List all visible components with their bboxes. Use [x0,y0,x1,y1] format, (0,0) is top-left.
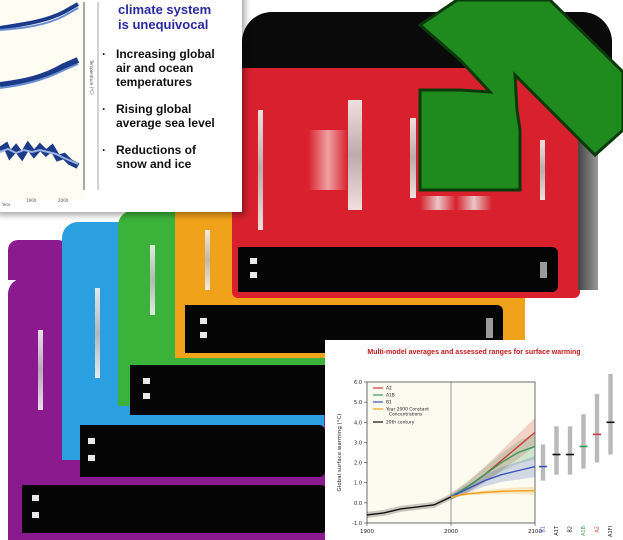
bullet-mark: · [102,47,106,61]
svg-text:Temperature (°C): Temperature (°C) [89,59,94,95]
range-bar [554,426,559,475]
green-arrow-icon [417,0,623,192]
range-bar [581,414,586,469]
bullet-mark: · [102,143,106,157]
blue-card-blur-strip [95,288,100,378]
legend-label: A2 [386,386,392,392]
y-axis-label: Global surface warming (°C) [337,414,343,492]
range-label: B1 [541,526,547,533]
tab-bar-blue-marker-1 [88,438,95,444]
range-bar [594,394,600,463]
tab-bar-red-marker-1 [250,258,257,264]
bullet-2-line-1: Rising global [116,102,192,116]
y-tick-label: 6.0 [354,380,362,386]
tab-bar-blue-marker-2 [88,455,95,461]
red-card-blur-strip-2 [348,100,362,210]
tab-bar-red [238,247,558,292]
series-line [366,496,452,516]
legend-label: 20th century [386,420,415,426]
bullet-3-line-2: snow and ice [116,157,192,171]
tab-bar-red-marker-2 [250,272,257,278]
bullet-3-line-1: Reductions of [116,143,196,157]
purple-card-blur-strip [38,330,43,410]
bullet-1-line-1: Increasing global [116,47,215,61]
x-tick-label: 2000 [444,529,458,535]
legend-label: A1B [386,393,395,399]
red-card-blur-block [308,130,348,190]
legend-label: Year 2000 Constant [385,407,429,413]
green-card-blur-strip [150,245,155,315]
y-tick-label: 3.0 [354,440,362,446]
x-tick-label: 1900 [360,529,374,535]
slide-heading-line-1: climate system [118,2,212,17]
x-tick-label: 2100 [528,529,542,535]
range-bar [540,444,546,481]
y-tick-label: 4.0 [354,420,362,426]
red-card-blur-strip-4 [540,140,545,200]
red-card-blur-label [420,196,492,210]
mini-axis-year-mid: 1900 [26,198,37,203]
slide-thumbnail: Temperature (°C) Year 1900 2000 climate … [0,0,242,212]
chart-panel: Multi-model averages and assessed ranges… [325,340,623,540]
range-label: A1FI [608,526,614,537]
chart-svg: 6.0 5.0 4.0 3.0 2.0 1.0 0.0 -1.0 1900 2000 2100 Glo… [337,373,615,537]
range-label: A1B [581,525,587,536]
legend-label: B1 [386,400,392,406]
tab-bar-orange-marker-3 [486,318,493,338]
tab-bar-green-marker-2 [143,393,150,399]
tab-bar-orange-marker-2 [200,332,207,338]
tab-bar-blue [80,425,325,477]
series-line [450,445,536,498]
range-label: A1T [554,525,560,536]
mini-axis-year-left: Year [2,202,11,207]
tab-bar-green [130,365,330,415]
range-bar [608,373,613,455]
uncertainty-band [451,417,535,501]
y-tick-label: 0.0 [354,501,362,507]
legend-label-cont: Concentrations [389,412,423,418]
tab-bar-purple-marker-1 [32,495,39,501]
tab-bar-purple-marker-2 [32,512,39,518]
tab-bar-purple [22,485,327,533]
bullet-mark: · [102,102,106,116]
series-line [450,465,536,498]
y-tick-label: 5.0 [354,400,362,406]
bullet-2-line-2: average sea level [116,116,215,130]
red-card-blur-strip-3 [410,118,416,198]
tab-bar-red-marker-3 [540,262,547,278]
orange-card-blur-strip [205,230,210,290]
range-bar [567,426,573,475]
chart-title: Multi-model averages and assessed ranges… [367,349,581,356]
tab-bar-orange-marker-1 [200,318,207,324]
slide-heading-line-2: is unequivocal [118,17,209,32]
series-line [450,490,535,498]
mini-axis-year-right: 2000 [58,198,69,203]
bullet-1-line-2: air and ocean [116,61,194,75]
bullet-1-line-3: temperatures [116,75,193,89]
range-label: A2 [595,526,601,533]
y-tick-label: 2.0 [354,461,362,467]
red-card-blur-strip-1 [258,110,263,230]
mini-timeseries-charts: Temperature (°C) [0,0,99,200]
range-label: B2 [568,526,574,533]
tab-bar-green-marker-1 [143,378,150,384]
purple-card-tab [8,240,68,280]
y-tick-label: -1.0 [352,521,362,527]
y-tick-label: 1.0 [354,481,362,487]
